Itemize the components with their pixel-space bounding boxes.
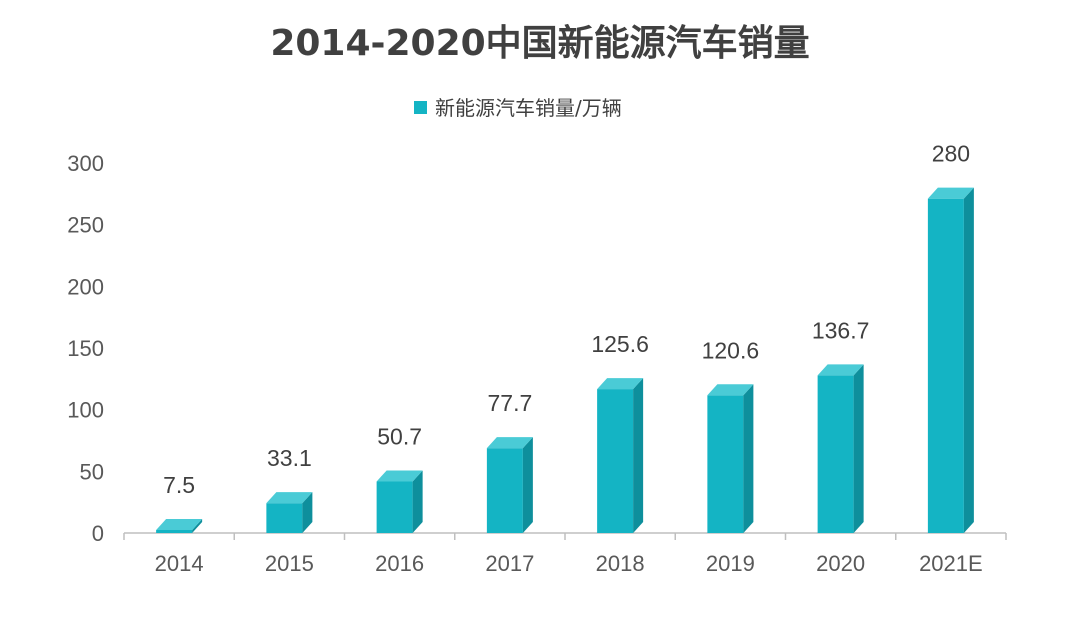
data-label: 7.5 <box>163 472 195 498</box>
data-label: 33.1 <box>267 445 312 471</box>
data-label: 136.7 <box>812 317 870 343</box>
bar-top <box>597 378 644 390</box>
y-tick-label: 150 <box>67 336 104 361</box>
bar-front <box>927 198 964 533</box>
bar-front <box>707 395 744 533</box>
legend-label: 新能源汽车销量/万辆 <box>435 96 622 120</box>
bar-top <box>707 384 754 396</box>
x-tick-label: 2016 <box>375 551 424 576</box>
data-labels: 7.5 33.1 50.7 77.7 125.6 120.6 136.7 280 <box>163 141 970 498</box>
bar-top <box>817 364 864 376</box>
y-tick-label: 300 <box>67 151 104 176</box>
data-label: 77.7 <box>487 390 532 416</box>
x-tick-label: 2020 <box>816 551 865 576</box>
bar-front <box>486 448 523 533</box>
x-axis: 2014 2015 2016 2017 2018 2019 2020 2021E <box>123 532 1007 576</box>
bar-top <box>376 470 423 482</box>
bar <box>376 470 423 533</box>
x-tick-label: 2014 <box>155 551 204 576</box>
bar-side <box>853 364 864 533</box>
data-label: 280 <box>932 141 970 167</box>
bar <box>266 492 313 533</box>
bar <box>707 384 754 533</box>
bar <box>156 519 203 533</box>
x-tick-label: 2021E <box>919 551 983 576</box>
x-tick-label: 2017 <box>485 551 534 576</box>
bar-side <box>522 437 533 533</box>
bar-side <box>412 470 423 533</box>
bar-top <box>486 437 533 449</box>
bar-front <box>156 530 193 533</box>
chart-title: 2014-2020中国新能源汽车销量 <box>270 23 809 64</box>
bars <box>156 187 974 533</box>
bar-front <box>376 481 413 533</box>
x-tick-label: 2015 <box>265 551 314 576</box>
bar-front <box>597 389 634 533</box>
bar <box>597 378 644 533</box>
y-axis: 0 50 100 150 200 250 300 <box>67 151 104 546</box>
bar-side <box>743 384 754 533</box>
y-tick-label: 100 <box>67 398 104 423</box>
y-tick-label: 250 <box>67 213 104 238</box>
data-label: 50.7 <box>377 423 422 449</box>
x-tick-label: 2018 <box>596 551 645 576</box>
bar-side <box>192 519 203 533</box>
y-tick-label: 0 <box>92 521 104 546</box>
y-tick-label: 50 <box>80 459 104 484</box>
bar <box>817 364 864 533</box>
bar <box>927 187 974 533</box>
legend: 新能源汽车销量/万辆 <box>414 96 622 120</box>
bar-side <box>633 378 644 533</box>
bar-side <box>302 492 313 533</box>
bar-side <box>963 187 974 533</box>
bar-top <box>266 492 313 504</box>
bar-front <box>817 375 854 533</box>
legend-swatch <box>414 101 427 114</box>
bar-top <box>156 519 203 530</box>
bar-top <box>927 187 974 199</box>
data-label: 120.6 <box>702 337 760 363</box>
x-tick-label: 2019 <box>706 551 755 576</box>
y-tick-label: 200 <box>67 274 104 299</box>
bar-front <box>266 503 303 533</box>
data-label: 125.6 <box>591 331 649 357</box>
bar <box>486 437 533 533</box>
